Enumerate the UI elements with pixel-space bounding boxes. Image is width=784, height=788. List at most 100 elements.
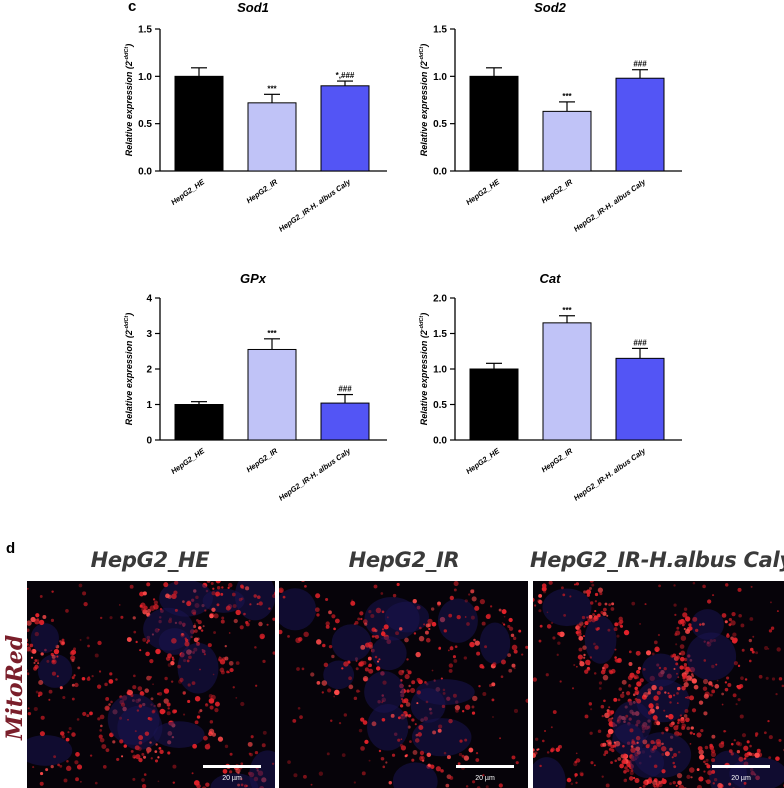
mitochondria-dot (427, 763, 431, 767)
mitochondria-dot (215, 591, 221, 597)
nucleus (479, 622, 511, 665)
mitochondria-dot (371, 721, 377, 727)
mitochondria-dot (589, 656, 593, 659)
mitochondria-dot (99, 616, 103, 620)
mitochondria-dot (71, 697, 75, 701)
mitochondria-dot (197, 620, 202, 625)
mitochondria-dot (27, 707, 30, 710)
mitochondria-dot (463, 755, 470, 761)
mitochondria-dot (577, 654, 583, 660)
mitochondria-dot (40, 715, 45, 720)
mitochondria-dot (146, 582, 151, 587)
mitochondria-dot (199, 709, 203, 713)
mitochondria-dot (653, 696, 657, 701)
mitochondria-dot (688, 623, 692, 627)
mitochondria-dot (297, 706, 301, 710)
mitochondria-dot (778, 738, 782, 742)
mitochondria-dot (187, 699, 191, 704)
mitochondria-dot (610, 761, 614, 764)
mitochondria-dot (416, 690, 421, 695)
mitochondria-dot (382, 765, 386, 769)
mitochondria-dot (650, 740, 655, 745)
mitochondria-dot (206, 581, 211, 583)
mitochondria-dot (138, 757, 143, 763)
x-category-label: HepG2_HE (169, 446, 207, 476)
mitochondria-dot (552, 710, 557, 714)
mitochondria-dot (358, 728, 363, 733)
mitochondria-dot (100, 724, 103, 728)
mitochondria-dot (94, 653, 99, 658)
mitochondria-dot (634, 691, 638, 694)
mitochondria-dot (134, 730, 137, 733)
mitochondria-dot (575, 665, 578, 668)
mitochondria-dot (209, 733, 212, 736)
mitochondria-dot (677, 686, 681, 691)
mitochondria-dot (424, 681, 427, 684)
mitochondria-dot (425, 637, 431, 643)
mitochondria-dot (67, 731, 70, 734)
x-category-label: HepG2_HE (169, 177, 207, 207)
x-category-label: HepG2_HE (464, 177, 502, 207)
mitochondria-dot (728, 749, 733, 753)
significance-label: *** (562, 92, 572, 101)
mitochondria-dot (143, 755, 147, 759)
mitochondria-dot (341, 753, 346, 758)
mitochondria-dot (626, 769, 630, 773)
mitochondria-dot (578, 647, 583, 652)
mitochondria-dot (538, 599, 543, 605)
micrograph-he-image (27, 581, 275, 788)
mitochondria-dot (611, 748, 615, 753)
mitochondria-dot (682, 612, 688, 618)
mitochondria-dot (155, 743, 158, 746)
mitochondria-dot (744, 752, 749, 758)
mitochondria-dot (133, 674, 136, 678)
mitochondria-dot (50, 649, 53, 652)
mitochondria-dot (513, 667, 516, 670)
mitochondria-dot (648, 777, 652, 781)
mitochondria-dot (610, 668, 616, 674)
mitochondria-dot (658, 666, 662, 670)
mitochondria-dot (559, 631, 565, 638)
mitochondria-dot (636, 741, 639, 744)
mitochondria-dot (593, 615, 599, 622)
mitochondria-dot (364, 642, 371, 648)
mitochondria-dot (533, 604, 537, 607)
mitochondria-dot (575, 582, 580, 586)
mitochondria-dot (364, 739, 369, 745)
mitochondria-dot (683, 627, 686, 631)
mitochondria-dot (611, 602, 615, 606)
mitochondria-dot (653, 695, 659, 701)
mitochondria-dot (163, 688, 170, 694)
mitochondria-dot (703, 711, 708, 716)
mitochondria-dot (353, 781, 356, 784)
mitochondria-dot (749, 744, 752, 748)
mitochondria-dot (543, 584, 547, 589)
mitochondria-dot (697, 746, 703, 751)
bar (247, 102, 297, 172)
mitochondria-dot (381, 628, 385, 631)
mitochondria-dot (209, 720, 214, 724)
mitochondria-dot (574, 775, 577, 778)
mitochondria-dot (56, 675, 59, 678)
mitochondria-dot (642, 780, 648, 785)
mitochondria-dot (657, 782, 663, 788)
mitochondria-dot (466, 622, 470, 626)
mitochondria-dot (71, 659, 75, 663)
mitochondria-dot (550, 726, 553, 729)
mitochondria-dot (679, 644, 685, 649)
mitochondria-dot (636, 669, 641, 674)
mitochondria-dot (689, 731, 693, 735)
mitochondria-dot (266, 623, 269, 626)
mitochondria-dot (651, 748, 655, 751)
mitochondria-dot (272, 617, 275, 621)
mitochondria-dot (579, 661, 585, 667)
mitochondria-dot (685, 679, 688, 683)
mitochondria-dot (679, 656, 685, 662)
mitochondria-dot (33, 661, 36, 665)
mitochondria-dot (676, 702, 679, 705)
mitochondria-dot (593, 672, 597, 675)
mitochondria-dot (171, 656, 174, 659)
mitochondria-dot (316, 681, 321, 685)
mitochondria-dot (256, 603, 259, 606)
mitochondria-dot (464, 599, 468, 603)
